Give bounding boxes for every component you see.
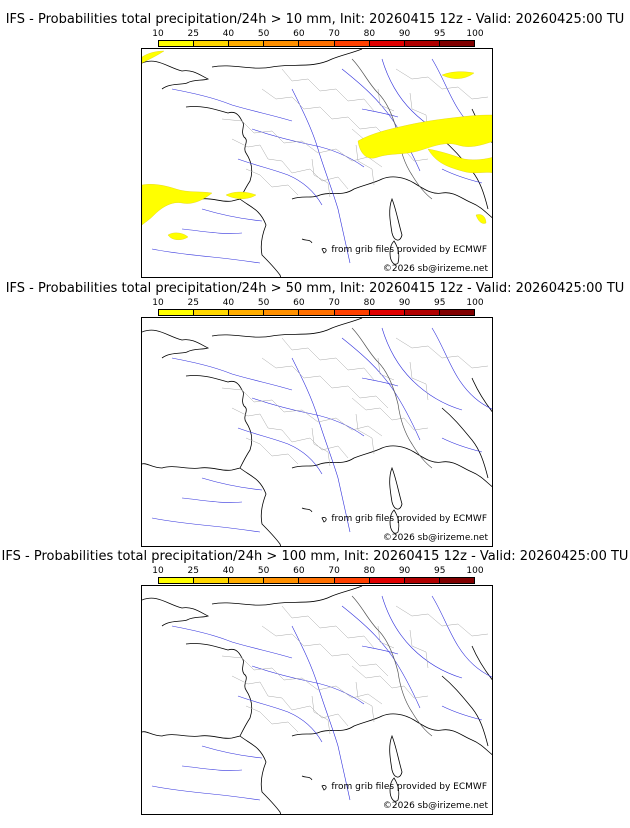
scale-segment [229, 310, 265, 315]
scale-segment [404, 578, 440, 583]
precip-probability-areas [142, 50, 492, 240]
precip-area-alps-east [427, 148, 492, 174]
scale-label: 40 [222, 29, 235, 39]
scale-label: 90 [398, 566, 411, 576]
scale-bar [158, 309, 475, 316]
scale-label: 10 [152, 566, 164, 576]
scale-label: 50 [257, 29, 270, 39]
scale-segment [264, 41, 300, 46]
scale-label: 100 [466, 566, 484, 576]
credit-source: from grib files provided by ECMWF [331, 782, 487, 792]
credit-source: from grib files provided by ECMWF [331, 245, 487, 255]
scale-label: 80 [363, 566, 376, 576]
scale-label: 90 [398, 29, 411, 39]
scale-segment [159, 310, 195, 315]
scale-segment [299, 578, 335, 583]
scale-bar [158, 40, 475, 47]
credit-site: ©2026 sb@irizeme.net [382, 533, 488, 543]
precip-probability-map: from grib files provided by ECMWF ©2026 … [141, 317, 493, 547]
map-canvas [142, 318, 492, 546]
scale-label: 90 [398, 298, 411, 308]
scale-label: 80 [363, 298, 376, 308]
scale-label: 25 [187, 298, 199, 308]
scale-label: 40 [222, 298, 235, 308]
scale-label: 60 [293, 298, 305, 308]
credit-site: ©2026 sb@irizeme.net [382, 264, 488, 274]
scale-label: 95 [434, 566, 446, 576]
precip-area-pyrenees [225, 191, 257, 199]
forecast-panel-100mm: IFS - Probabilities total precipitation/… [0, 549, 630, 819]
scale-segment [404, 310, 440, 315]
scale-segment [439, 41, 474, 46]
scale-segment [404, 41, 440, 46]
map-canvas [142, 586, 492, 814]
scale-label: 40 [222, 566, 235, 576]
scale-segment [299, 41, 335, 46]
scale-label: 70 [328, 29, 340, 39]
scale-labels: 10 25 40 50 60 70 80 90 95 100 [152, 29, 483, 39]
precip-area-northeast [441, 71, 475, 79]
credit-site: ©2026 sb@irizeme.net [382, 801, 488, 811]
scale-label: 95 [434, 298, 446, 308]
scale-segment [194, 310, 230, 315]
precip-area-northwest [142, 50, 165, 64]
forecast-panel-50mm: IFS - Probabilities total precipitation/… [0, 281, 630, 551]
credit-source: from grib files provided by ECMWF [331, 514, 487, 524]
scale-segment [334, 310, 370, 315]
scale-label: 70 [328, 566, 340, 576]
scale-labels: 10 25 40 50 60 70 80 90 95 100 [152, 566, 483, 576]
precip-area-alps [357, 114, 492, 159]
panel-title: IFS - Probabilities total precipitation/… [1, 549, 629, 564]
map-canvas [142, 49, 492, 277]
scale-segment [159, 41, 195, 46]
scale-label: 80 [363, 29, 376, 39]
scale-label: 100 [466, 298, 484, 308]
scale-segment [194, 41, 230, 46]
forecast-panel-10mm: IFS - Probabilities total precipitation/… [0, 12, 630, 282]
scale-segment [194, 578, 230, 583]
scale-segment [229, 578, 265, 583]
precip-probability-map: from grib files provided by ECMWF ©2026 … [141, 585, 493, 815]
scale-segment [369, 310, 405, 315]
scale-segment [439, 578, 474, 583]
scale-label: 10 [152, 298, 164, 308]
scale-label: 10 [152, 29, 164, 39]
scale-label: 50 [257, 566, 270, 576]
scale-label: 60 [293, 29, 305, 39]
scale-segment [369, 578, 405, 583]
scale-segment [264, 310, 300, 315]
scale-label: 25 [187, 566, 199, 576]
scale-segment [299, 310, 335, 315]
scale-segment [229, 41, 265, 46]
probability-color-scale: 10 25 40 50 60 70 80 90 95 100 [152, 566, 484, 586]
scale-segment [369, 41, 405, 46]
scale-label: 100 [466, 29, 484, 39]
panel-title: IFS - Probabilities total precipitation/… [5, 12, 625, 27]
precip-area-iberia-west [167, 232, 189, 240]
probability-color-scale: 10 25 40 50 60 70 80 90 95 100 [152, 29, 484, 49]
scale-segment [159, 578, 195, 583]
scale-segment [334, 41, 370, 46]
precip-area-iberia-north [142, 184, 213, 226]
scale-segment [334, 578, 370, 583]
probability-color-scale: 10 25 40 50 60 70 80 90 95 100 [152, 298, 484, 318]
scale-label: 60 [293, 566, 305, 576]
scale-label: 50 [257, 298, 270, 308]
scale-segment [439, 310, 474, 315]
scale-bar [158, 577, 475, 584]
scale-label: 95 [434, 29, 446, 39]
scale-labels: 10 25 40 50 60 70 80 90 95 100 [152, 298, 483, 308]
scale-label: 25 [187, 29, 199, 39]
scale-segment [264, 578, 300, 583]
precip-probability-map: from grib files provided by ECMWF ©2026 … [141, 48, 493, 278]
panel-title: IFS - Probabilities total precipitation/… [5, 281, 625, 296]
scale-label: 70 [328, 298, 340, 308]
precip-area-corsica-east [475, 214, 487, 224]
